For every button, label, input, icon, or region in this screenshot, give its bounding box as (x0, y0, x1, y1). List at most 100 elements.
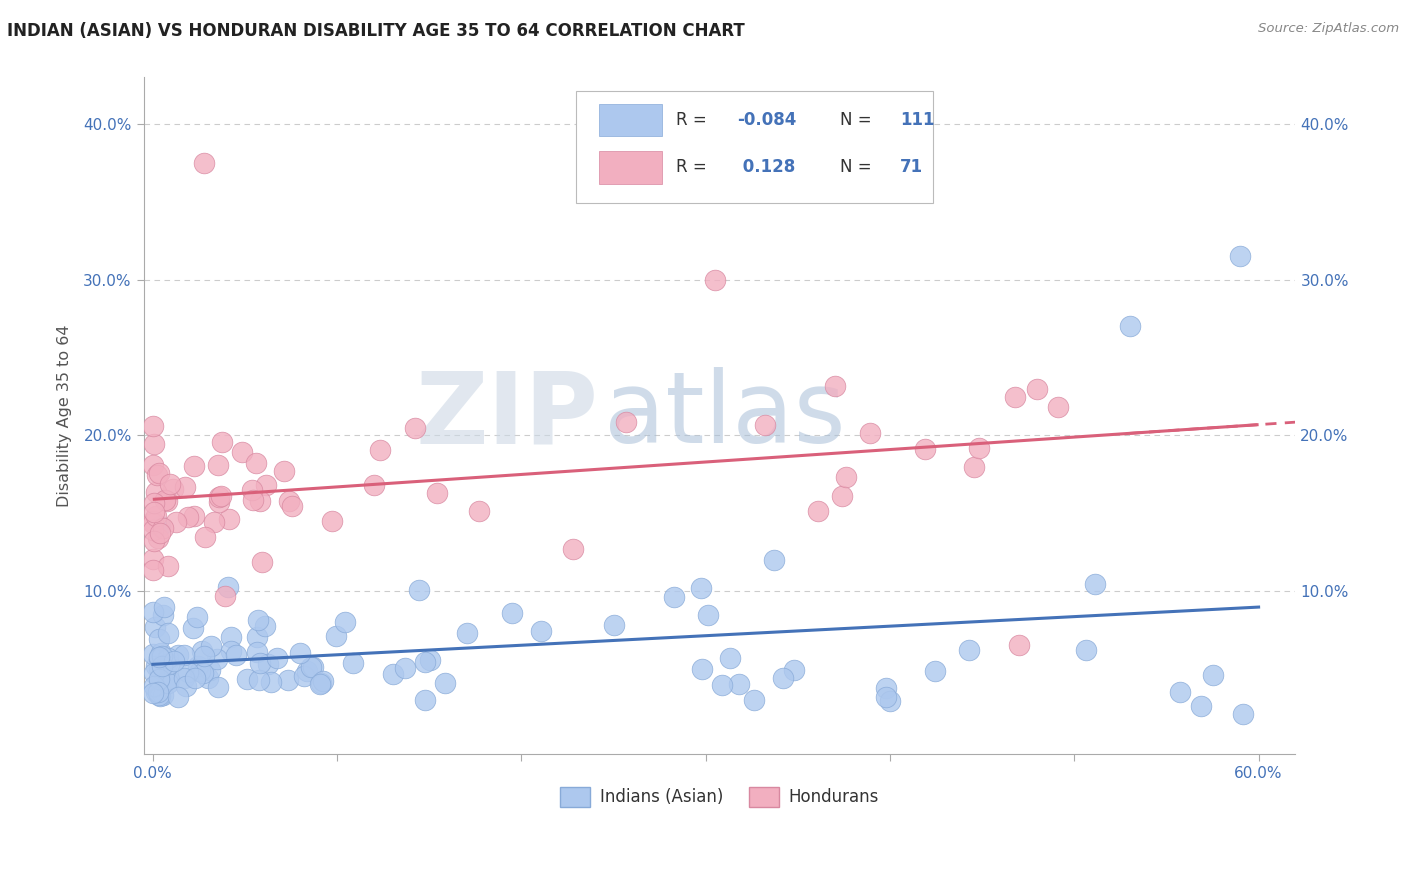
Point (1118, 319, 1140, 334)
Point (301, 660, 323, 674)
Point (193, 156, 215, 170)
Point (415, 693, 437, 707)
Point (914, 442, 936, 456)
Point (281, 499, 304, 513)
Point (198, 663, 221, 677)
Point (246, 645, 269, 659)
Point (209, 489, 232, 503)
Point (148, 466, 170, 480)
Point (152, 521, 174, 535)
Point (924, 664, 946, 678)
Point (875, 681, 897, 695)
Point (142, 679, 165, 693)
Point (208, 494, 231, 508)
Point (148, 672, 170, 686)
Point (335, 615, 357, 629)
Point (156, 494, 179, 508)
Point (762, 553, 785, 567)
Point (159, 657, 181, 672)
Point (142, 666, 165, 681)
Point (408, 583, 430, 598)
Point (1202, 667, 1225, 681)
Point (468, 504, 491, 518)
Point (312, 674, 335, 689)
Point (250, 555, 273, 569)
Point (142, 524, 165, 538)
Point (690, 662, 713, 676)
Point (231, 444, 253, 458)
Point (1189, 698, 1212, 713)
Point (150, 648, 173, 663)
Point (254, 619, 277, 633)
Point (321, 514, 343, 528)
Point (211, 434, 233, 449)
Point (959, 643, 981, 657)
Point (245, 456, 267, 470)
Point (197, 672, 219, 686)
Point (176, 665, 198, 680)
Point (183, 459, 205, 474)
Point (153, 599, 176, 614)
Point (394, 661, 416, 675)
Point (165, 516, 187, 530)
Point (150, 659, 173, 673)
Legend: Indians (Asian), Hondurans: Indians (Asian), Hondurans (554, 780, 886, 814)
Point (181, 621, 204, 635)
Point (187, 659, 209, 673)
Point (456, 625, 478, 640)
Point (292, 669, 315, 683)
Point (249, 494, 271, 508)
Point (703, 273, 725, 287)
Point (142, 516, 165, 530)
Point (1232, 706, 1254, 721)
Point (404, 421, 426, 435)
Point (148, 651, 170, 665)
Text: R =: R = (676, 159, 711, 177)
Point (689, 581, 711, 595)
Point (148, 661, 170, 675)
Point (155, 492, 177, 507)
Point (145, 685, 167, 699)
Text: N =: N = (841, 159, 877, 177)
Point (148, 632, 170, 646)
Point (273, 464, 295, 478)
Point (145, 485, 167, 500)
Text: ZIP: ZIP (416, 368, 599, 465)
Point (162, 483, 184, 497)
Point (1168, 685, 1191, 699)
Point (148, 531, 170, 545)
Point (299, 660, 322, 674)
Point (219, 644, 242, 658)
Point (157, 651, 180, 665)
Point (1084, 577, 1107, 591)
Point (191, 666, 214, 681)
Point (754, 418, 776, 433)
Point (603, 617, 626, 632)
Point (859, 426, 882, 441)
Point (152, 688, 174, 702)
Point (1004, 390, 1026, 404)
Point (207, 458, 229, 472)
Point (246, 613, 269, 627)
Point (697, 608, 720, 623)
Point (1046, 401, 1069, 415)
Text: N =: N = (841, 112, 877, 129)
Point (433, 676, 456, 690)
Point (381, 667, 404, 681)
Point (208, 490, 231, 504)
Point (614, 416, 637, 430)
Point (142, 419, 165, 434)
Point (142, 437, 165, 451)
Point (202, 515, 225, 529)
Point (1008, 638, 1031, 652)
Point (662, 590, 685, 604)
Point (325, 629, 347, 643)
Point (177, 510, 200, 524)
Point (309, 676, 332, 690)
Point (249, 656, 271, 670)
Point (152, 607, 174, 622)
Point (831, 489, 853, 503)
Point (309, 677, 332, 691)
Point (173, 671, 195, 685)
Point (214, 589, 236, 603)
